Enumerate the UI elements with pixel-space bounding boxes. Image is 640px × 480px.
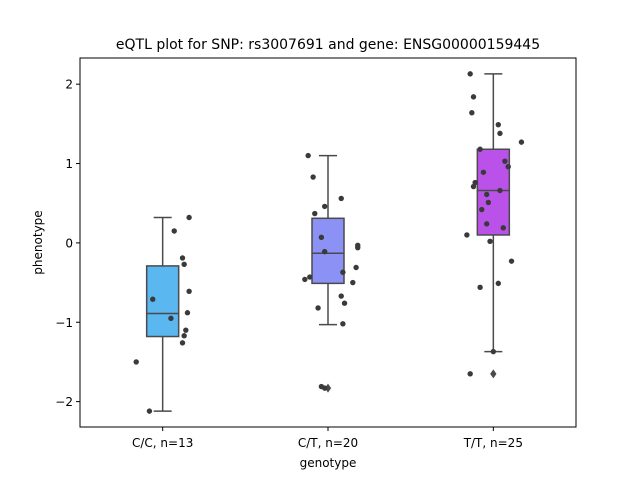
data-point — [340, 269, 346, 275]
data-point — [146, 408, 153, 414]
box-iqr — [311, 217, 345, 285]
data-point — [150, 296, 156, 302]
x-tick-label: C/T, n=20 — [298, 436, 358, 450]
data-point — [321, 248, 328, 255]
data-point — [179, 340, 186, 346]
outlier-marker — [324, 383, 332, 393]
data-point — [484, 191, 490, 198]
y-tick-label: −1 — [55, 316, 73, 330]
data-point — [505, 164, 511, 170]
points-1 — [133, 214, 192, 414]
data-point — [508, 258, 515, 264]
data-point — [467, 71, 473, 77]
x-tick-label: C/C, n=13 — [132, 436, 193, 450]
data-point — [484, 221, 490, 227]
data-point — [470, 94, 477, 100]
data-point — [179, 255, 186, 261]
data-point — [518, 139, 525, 145]
data-point — [341, 300, 348, 306]
data-point — [477, 146, 483, 152]
data-point — [186, 288, 192, 295]
data-point — [500, 225, 506, 231]
data-point — [338, 293, 344, 299]
data-point — [340, 321, 346, 327]
data-point — [184, 310, 191, 316]
data-point — [467, 371, 473, 377]
data-point — [497, 187, 503, 194]
data-point — [490, 348, 497, 355]
y-axis-label: phenotype — [31, 210, 45, 274]
data-point — [495, 280, 501, 287]
data-point — [186, 214, 192, 221]
chart-title: eQTL plot for SNP: rs3007691 and gene: E… — [116, 37, 540, 53]
data-point — [470, 183, 477, 190]
data-point — [171, 228, 177, 234]
box-2 — [311, 154, 345, 393]
outlier-marker — [490, 369, 497, 379]
points-2 — [302, 152, 361, 391]
data-point — [487, 238, 493, 245]
data-point — [181, 261, 187, 268]
y-tick-label: 0 — [65, 236, 73, 250]
data-point — [302, 276, 308, 283]
box-1 — [145, 216, 180, 412]
box-3 — [476, 73, 511, 379]
x-axis-label: genotype — [300, 456, 357, 470]
data-point — [355, 244, 361, 251]
data-point — [502, 158, 508, 164]
data-point — [477, 284, 483, 291]
data-point — [350, 279, 356, 286]
axes: −2 −1 0 1 2 C/C, n=13 C/T, n=20 T/T, n=25 — [55, 78, 523, 450]
data-point — [321, 385, 328, 391]
data-point — [312, 210, 318, 217]
data-point — [338, 195, 344, 202]
data-point — [133, 359, 139, 365]
data-point — [305, 152, 311, 159]
plot-area — [133, 71, 525, 414]
data-point — [469, 110, 475, 116]
data-point — [353, 264, 359, 271]
y-tick-label: −2 — [55, 395, 73, 409]
data-point — [321, 203, 328, 210]
y-tick-label: 1 — [65, 157, 73, 171]
data-point — [181, 333, 187, 339]
x-tick-label: T/T, n=25 — [463, 436, 523, 450]
data-point — [480, 169, 487, 175]
data-point — [485, 199, 492, 206]
data-point — [307, 274, 313, 280]
data-point — [497, 130, 503, 137]
y-tick-label: 2 — [65, 78, 73, 92]
data-point — [495, 121, 501, 128]
data-point — [315, 305, 321, 311]
data-point — [464, 232, 470, 238]
data-point — [318, 234, 325, 241]
data-point — [183, 327, 189, 333]
data-point — [168, 315, 174, 321]
data-point — [310, 174, 316, 180]
points-3 — [464, 71, 525, 377]
data-point — [479, 206, 485, 213]
